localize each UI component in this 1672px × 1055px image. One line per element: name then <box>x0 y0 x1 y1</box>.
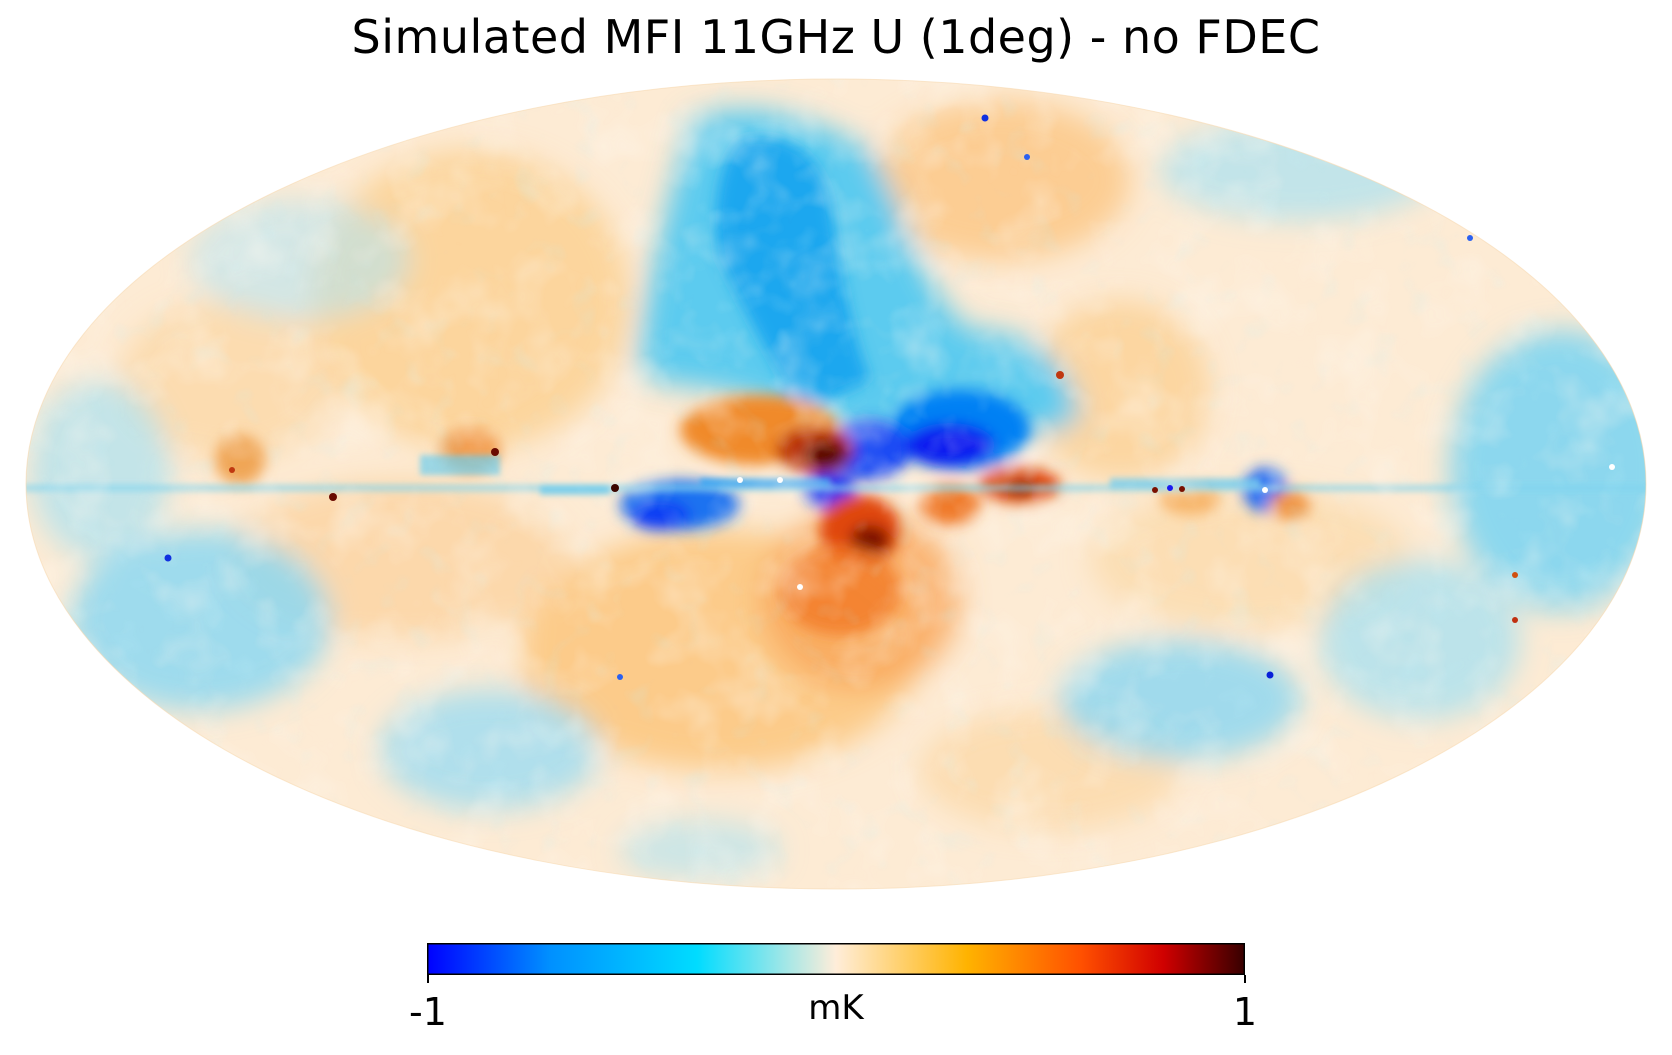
point-sources <box>164 114 1615 680</box>
colorbar-max-label: 1 <box>1232 990 1258 1034</box>
colorbar-tick-max <box>1244 975 1246 983</box>
colorbar-tick-min <box>427 975 429 983</box>
map-title: Simulated MFI 11GHz U (1deg) - no FDEC <box>351 10 1321 64</box>
sky-map-content <box>26 79 1646 889</box>
colorbar <box>427 943 1245 975</box>
colorbar-unit-label: mK <box>808 988 864 1028</box>
colorbar-min-label: -1 <box>409 990 447 1034</box>
mollweide-map <box>25 78 1647 890</box>
